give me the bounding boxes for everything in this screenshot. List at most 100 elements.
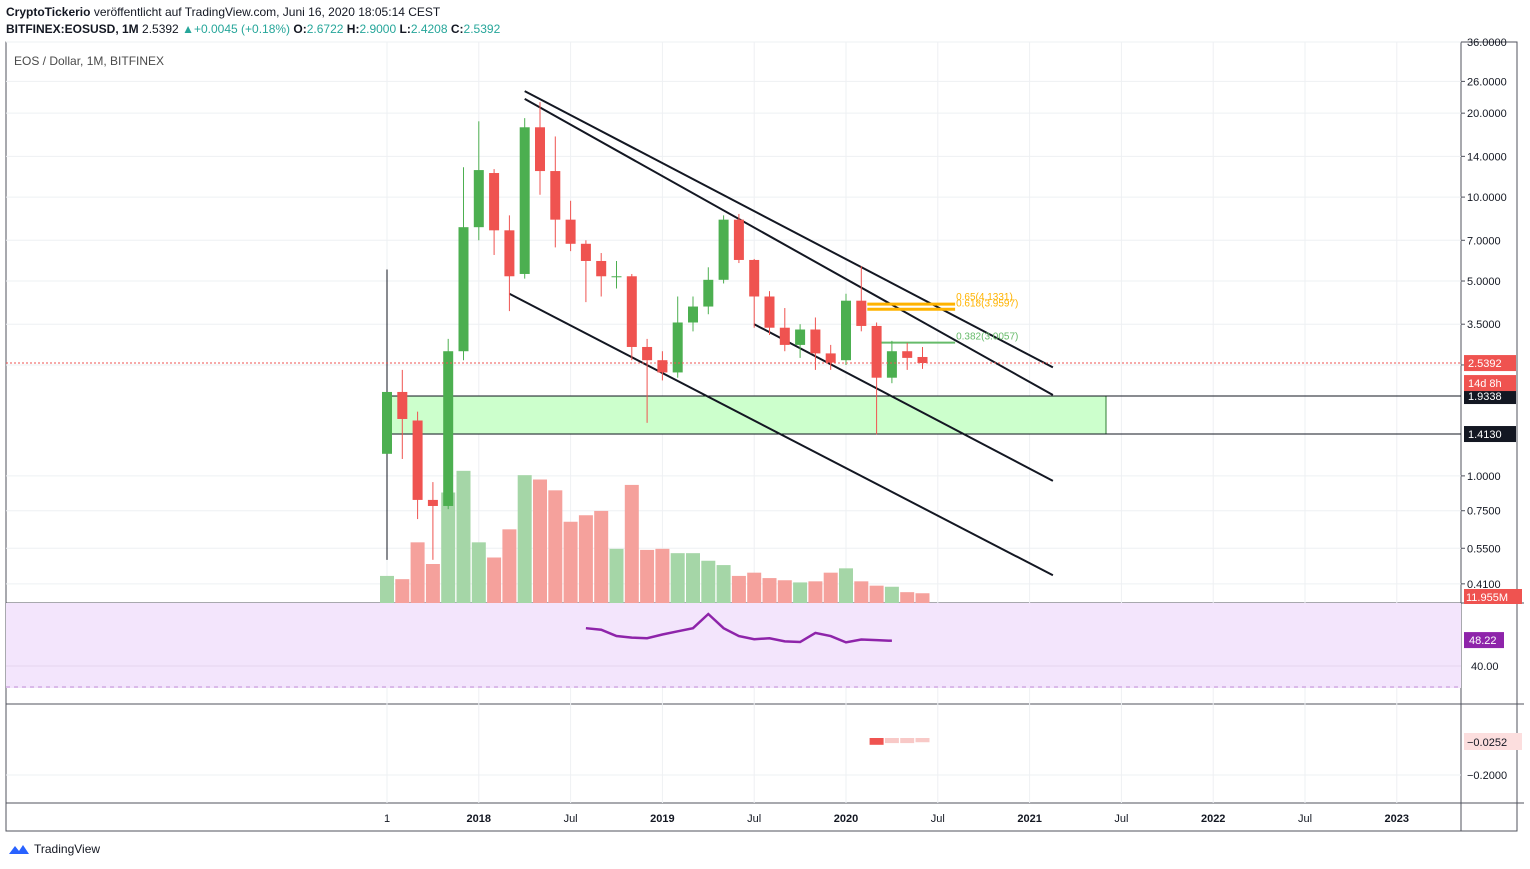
candle-body xyxy=(703,279,714,307)
candle-body xyxy=(841,300,851,361)
candle-body xyxy=(596,260,607,277)
volume-bar xyxy=(823,572,838,603)
volume-bar xyxy=(808,581,823,603)
y-tick-label: 14.0000 xyxy=(1467,151,1507,163)
candle-body xyxy=(764,296,775,328)
candle-body xyxy=(565,219,576,244)
volume-bar xyxy=(701,560,716,603)
high-value: 2.9000 xyxy=(359,22,397,36)
level-price-label: 1.4130 xyxy=(1468,429,1502,441)
macd-tick-label: −0.2000 xyxy=(1467,770,1507,782)
branding-label: TradingView xyxy=(34,842,101,856)
volume-bar xyxy=(456,470,471,603)
high-label: H: xyxy=(346,22,360,36)
countdown-tag xyxy=(1464,375,1516,392)
current-price-label: 2.5392 xyxy=(1468,358,1502,370)
tradingview-branding[interactable]: TradingView xyxy=(8,842,100,856)
x-tick-label: 2020 xyxy=(834,813,858,825)
trendline xyxy=(524,98,1054,396)
close-value: 2.5392 xyxy=(463,22,501,36)
support-zone xyxy=(386,395,1107,435)
volume-bar xyxy=(854,581,869,603)
x-tick-label: 2021 xyxy=(1017,813,1041,825)
volume-bar xyxy=(594,510,609,603)
candle-body xyxy=(733,219,744,260)
y-tick-label: 0.5500 xyxy=(1467,543,1501,555)
candle-body xyxy=(626,276,637,347)
candle-body xyxy=(489,173,500,231)
tradingview-logo-icon xyxy=(9,845,29,854)
y-tick-label: 26.0000 xyxy=(1467,76,1507,88)
candle-body xyxy=(718,219,729,280)
volume-bar xyxy=(839,568,853,603)
macd-value-tag xyxy=(1464,733,1522,750)
volume-bar xyxy=(747,572,762,603)
open-label: O: xyxy=(293,22,307,36)
symbol-info: BITFINEX:EOSUSD, 1M 2.5392 ▲+0.0045 (+0.… xyxy=(6,22,500,36)
candle-body xyxy=(886,351,897,378)
candle-body xyxy=(519,127,530,274)
candle-body xyxy=(779,327,790,345)
candle-body xyxy=(657,360,668,373)
candle-body xyxy=(810,329,821,354)
volume-bar xyxy=(762,578,777,603)
volume-bar xyxy=(793,582,808,603)
macd-histogram-bar xyxy=(900,738,915,744)
x-tick-label: Jul xyxy=(1114,813,1128,825)
macd-value-label: −0.0252 xyxy=(1467,737,1507,749)
volume-bar xyxy=(502,529,517,603)
y-tick-label: 5.0000 xyxy=(1467,276,1501,288)
level-price-tag xyxy=(1464,426,1516,443)
y-tick-label: 1.0000 xyxy=(1467,471,1501,483)
volume-bar xyxy=(395,579,410,603)
volume-bar xyxy=(563,521,578,603)
rsi-tick-label: 40.00 xyxy=(1471,661,1499,673)
volume-bar xyxy=(533,479,547,603)
macd-histogram-bar xyxy=(884,738,899,744)
candle-body xyxy=(871,325,882,378)
volume-bar xyxy=(380,575,394,603)
volume-bar xyxy=(900,592,915,603)
candle-body xyxy=(672,322,683,373)
candle-body xyxy=(458,227,469,352)
volume-bar xyxy=(915,593,930,603)
volume-bar xyxy=(487,557,502,603)
x-tick-label: 2023 xyxy=(1385,813,1409,825)
rsi-line xyxy=(585,612,892,644)
candle-body xyxy=(856,300,867,326)
candle-body xyxy=(382,391,392,454)
volume-bar xyxy=(655,548,670,603)
y-tick-label: 3.5000 xyxy=(1467,319,1501,331)
volume-bar xyxy=(884,586,899,603)
candle-body xyxy=(427,499,438,506)
volume-bar xyxy=(425,564,440,603)
candle-body xyxy=(795,329,806,345)
low-label: L: xyxy=(399,22,411,36)
candle-body xyxy=(443,351,454,506)
macd-histogram-bar xyxy=(869,738,884,745)
publish-info: CryptoTickerio veröffentlicht auf Tradin… xyxy=(6,5,440,19)
candle-body xyxy=(917,356,928,364)
series-legend: EOS / Dollar, 1M, BITFINEX xyxy=(14,54,165,68)
candle-body xyxy=(825,353,836,363)
y-tick-label: 10.0000 xyxy=(1467,192,1507,204)
volume-bar xyxy=(624,484,639,603)
volume-bar xyxy=(471,542,486,603)
published-text: veröffentlicht auf TradingView.com, Juni… xyxy=(93,5,441,19)
trendline xyxy=(508,292,1054,577)
x-tick-label: 2022 xyxy=(1201,813,1225,825)
volume-bar xyxy=(716,565,731,603)
fib-level-label: 0.65(4.1331) xyxy=(956,292,1013,303)
fib-level-label: 0.382(3.0057) xyxy=(956,332,1018,343)
volume-bar xyxy=(869,585,884,603)
x-tick-label: 2018 xyxy=(467,813,491,825)
y-tick-label: 0.7500 xyxy=(1467,506,1501,518)
price-change: +0.0045 (+0.18%) xyxy=(193,22,291,36)
candle-body xyxy=(580,243,591,261)
volume-value-tag xyxy=(1464,589,1522,604)
chart-frame xyxy=(5,41,1518,832)
volume-bar xyxy=(548,490,563,603)
candle-body xyxy=(749,259,760,297)
macd-histogram-bar xyxy=(915,738,930,743)
